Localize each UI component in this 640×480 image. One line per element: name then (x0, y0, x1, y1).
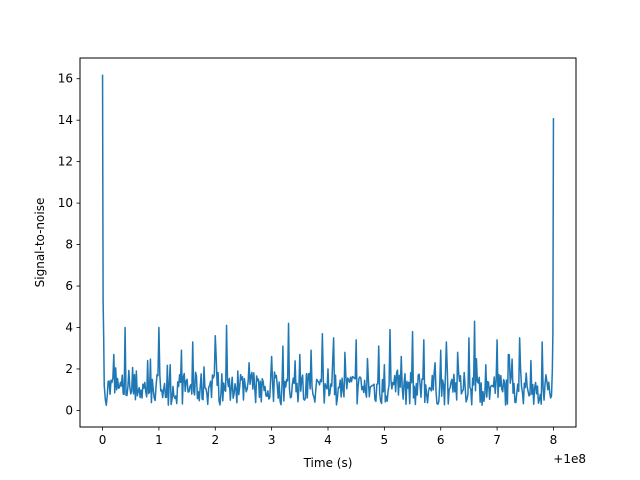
x-tick-label: 8 (550, 433, 558, 447)
y-tick-label: 8 (65, 238, 73, 252)
x-axis-label: Time (s) (303, 456, 353, 470)
x-tick-label: 5 (381, 433, 389, 447)
y-tick-label: 0 (65, 403, 73, 417)
x-tick-label: 3 (268, 433, 276, 447)
y-tick-label: 6 (65, 279, 73, 293)
x-axis-ticks: 0 1 2 3 4 5 6 7 8 (99, 427, 558, 447)
plot-area (101, 74, 555, 406)
y-tick-label: 14 (58, 113, 73, 127)
y-tick-label: 16 (58, 72, 73, 86)
x-tick-label: 7 (493, 433, 501, 447)
y-axis-ticks: 0 2 4 6 8 10 12 14 16 (58, 72, 80, 417)
series-line (101, 74, 555, 406)
y-tick-label: 10 (58, 196, 73, 210)
x-tick-label: 1 (155, 433, 163, 447)
y-tick-label: 2 (65, 362, 73, 376)
y-axis-label: Signal-to-noise (33, 198, 47, 288)
y-tick-label: 12 (58, 155, 73, 169)
y-tick-label: 4 (65, 320, 73, 334)
x-tick-label: 6 (437, 433, 445, 447)
x-axis-offset-label: +1e8 (553, 452, 586, 466)
x-tick-label: 4 (324, 433, 332, 447)
x-tick-label: 2 (211, 433, 219, 447)
x-tick-label: 0 (99, 433, 107, 447)
